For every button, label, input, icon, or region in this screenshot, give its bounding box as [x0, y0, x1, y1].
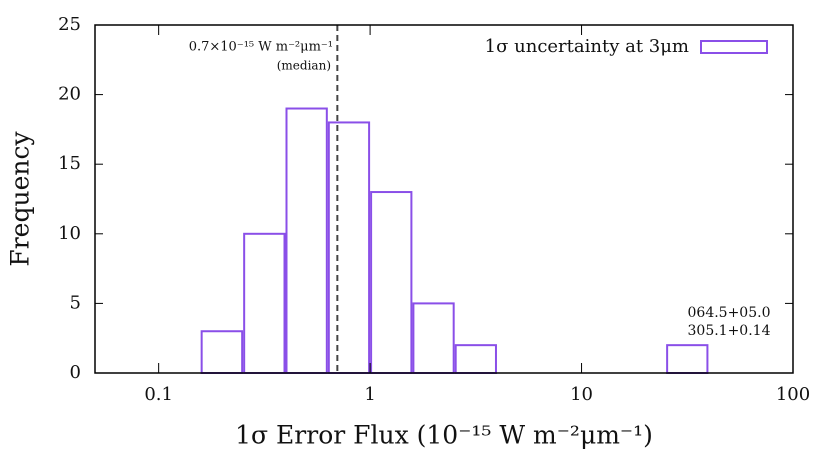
legend-swatch: [700, 40, 768, 54]
bar: [243, 232, 286, 374]
y-tick-label: 25: [58, 14, 81, 35]
bar: [370, 191, 413, 374]
annotation: 305.1+0.14: [688, 323, 771, 339]
median-label: 0.7×10⁻¹⁵ W m⁻²μm⁻¹: [189, 40, 333, 55]
bar: [666, 344, 709, 375]
median-note: (median): [277, 59, 331, 73]
y-tick-label: 0: [70, 362, 81, 383]
x-tick-label: 0.1: [144, 384, 173, 405]
x-tick-label: 100: [776, 384, 810, 405]
y-tick-label: 5: [70, 292, 81, 313]
annotation: 064.5+05.0: [688, 305, 771, 321]
y-tick-label: 20: [58, 84, 81, 105]
x-axis-label: 1σ Error Flux (10⁻¹⁵ W m⁻²μm⁻¹): [235, 421, 653, 450]
bar: [285, 107, 328, 375]
y-tick-label: 15: [58, 153, 81, 174]
y-axis-label: Frequency: [6, 131, 35, 267]
bar: [412, 302, 455, 374]
bar: [454, 344, 497, 375]
y-tick-label: 10: [58, 223, 81, 244]
plot-frame: [94, 24, 794, 374]
legend-label: 1σ uncertainty at 3μm: [485, 36, 689, 57]
x-tick-label: 1: [364, 384, 375, 405]
bar: [200, 330, 244, 374]
x-tick-label: 10: [570, 384, 593, 405]
bar: [327, 121, 371, 374]
